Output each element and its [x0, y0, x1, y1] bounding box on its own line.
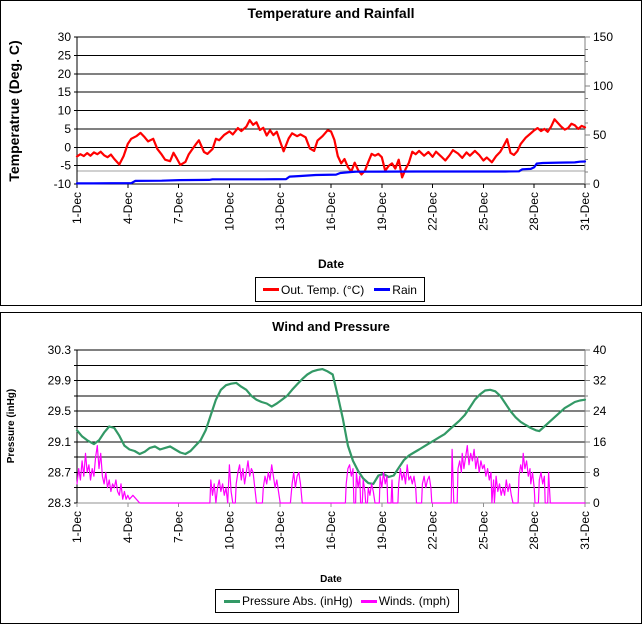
chart-title-temperature-rainfall: Temperature and Rainfall — [247, 5, 415, 21]
svg-text:28-Dec: 28-Dec — [527, 511, 541, 550]
wind-pressure-chart: Wind and Pressure Pressure (inHg) 30.3 29… — [0, 312, 642, 624]
svg-text:31-Dec: 31-Dec — [578, 511, 592, 550]
svg-text:0: 0 — [593, 177, 600, 191]
svg-text:50: 50 — [593, 128, 607, 142]
svg-text:13-Dec: 13-Dec — [273, 192, 287, 231]
chart-title-wind-pressure: Wind and Pressure — [272, 319, 390, 334]
svg-text:100: 100 — [593, 79, 613, 93]
svg-text:30.3: 30.3 — [48, 343, 72, 357]
svg-text:4-Dec: 4-Dec — [121, 192, 135, 224]
legend-temperature-rainfall: Out. Temp. (°C) Rain — [255, 277, 425, 302]
svg-text:0: 0 — [64, 140, 71, 154]
legend-wind-pressure: Pressure Abs. (inHg) Winds. (mph) — [215, 589, 459, 613]
legend-label-rain: Rain — [392, 282, 417, 297]
legend-label-pressure: Pressure Abs. (inHg) — [241, 594, 353, 608]
pressure-line-swatch-icon — [223, 599, 240, 603]
temperature-rainfall-chart: Temperature and Rainfall Temperatrue (De… — [0, 0, 642, 306]
svg-text:8: 8 — [593, 465, 600, 479]
svg-text:29.1: 29.1 — [48, 435, 72, 449]
svg-text:5: 5 — [64, 122, 71, 136]
x-axis-title-date-bottom: Date — [320, 574, 342, 585]
svg-text:1-Dec: 1-Dec — [70, 511, 84, 543]
svg-text:22-Dec: 22-Dec — [426, 511, 440, 550]
svg-text:24: 24 — [593, 404, 607, 418]
svg-text:7-Dec: 7-Dec — [172, 192, 186, 224]
svg-text:19-Dec: 19-Dec — [375, 511, 389, 550]
svg-text:40: 40 — [593, 343, 607, 357]
svg-text:28.7: 28.7 — [48, 465, 72, 479]
svg-text:10-Dec: 10-Dec — [222, 192, 236, 231]
svg-text:29.5: 29.5 — [48, 404, 72, 418]
x-axis-title-date-top: Date — [317, 257, 344, 271]
temp-line-swatch-icon — [263, 288, 280, 291]
svg-text:-10: -10 — [54, 177, 72, 191]
svg-text:1-Dec: 1-Dec — [70, 192, 84, 224]
svg-text:10-Dec: 10-Dec — [222, 511, 236, 550]
svg-text:-5: -5 — [60, 159, 71, 173]
svg-text:29.9: 29.9 — [48, 374, 72, 388]
winds-line-swatch-icon — [360, 599, 377, 603]
svg-text:10: 10 — [58, 104, 72, 118]
svg-text:25-Dec: 25-Dec — [476, 192, 490, 231]
svg-text:16-Dec: 16-Dec — [324, 511, 338, 550]
legend-item-out-temp: Out. Temp. (°C) — [263, 283, 364, 297]
svg-text:16-Dec: 16-Dec — [324, 192, 338, 231]
legend-item-pressure: Pressure Abs. (inHg) — [223, 594, 353, 608]
rain-line-swatch-icon — [374, 288, 391, 291]
legend-label-out-temp: Out. Temp. (°C) — [281, 282, 365, 297]
legend-item-rain: Rain — [374, 283, 417, 297]
svg-text:28.3: 28.3 — [48, 496, 72, 510]
svg-text:19-Dec: 19-Dec — [375, 192, 389, 231]
svg-text:25: 25 — [58, 48, 72, 62]
svg-text:20: 20 — [58, 67, 72, 81]
svg-text:28-Dec: 28-Dec — [527, 192, 541, 231]
svg-text:4-Dec: 4-Dec — [121, 511, 135, 543]
svg-text:16: 16 — [593, 435, 607, 449]
plot-area-wind-pressure: 30.3 29.9 29.5 29.1 28.7 28.3 40 32 24 16 8 0 1-Dec 4… — [48, 343, 607, 550]
legend-label-winds: Winds. (mph) — [378, 594, 451, 608]
svg-text:32: 32 — [593, 374, 607, 388]
svg-text:22-Dec: 22-Dec — [426, 192, 440, 231]
svg-text:7-Dec: 7-Dec — [172, 511, 186, 543]
svg-text:0: 0 — [593, 496, 600, 510]
svg-text:150: 150 — [593, 30, 613, 44]
legend-item-winds: Winds. (mph) — [360, 594, 451, 608]
svg-text:30: 30 — [58, 30, 72, 44]
svg-text:25-Dec: 25-Dec — [476, 511, 490, 550]
svg-text:15: 15 — [58, 85, 72, 99]
svg-text:13-Dec: 13-Dec — [273, 511, 287, 550]
svg-text:31-Dec: 31-Dec — [578, 192, 592, 231]
